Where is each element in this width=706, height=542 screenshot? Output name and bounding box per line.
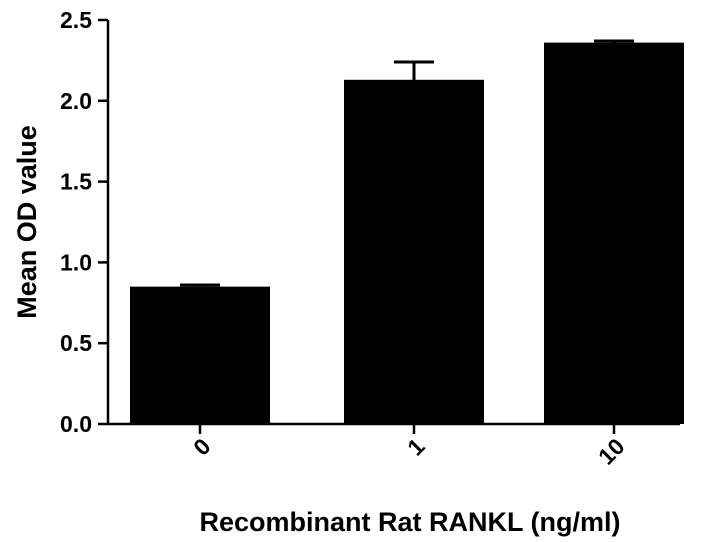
x-ticks-group: 0 1 10 [188, 424, 630, 470]
y-tick-label: 1.0 [60, 249, 92, 275]
y-tick-label: 0.5 [60, 330, 92, 356]
y-tick-label: 1.5 [60, 169, 92, 195]
y-ticks-group: 0.0 0.5 1.0 1.5 2.0 2.5 [60, 7, 108, 437]
bar-0 [130, 286, 270, 424]
x-tick-label: 10 [593, 433, 629, 469]
y-axis-title: Mean OD value [12, 125, 42, 319]
x-tick-label: 0 [188, 433, 215, 460]
y-tick-label: 2.5 [60, 7, 92, 33]
y-tick-label: 2.0 [60, 88, 92, 114]
bar-10 [544, 42, 684, 425]
axes-group [106, 20, 680, 426]
y-tick-label: 0.0 [60, 411, 92, 437]
x-axis-title: Recombinant Rat RANKL (ng/ml) [199, 507, 620, 537]
bars-group [130, 42, 684, 425]
bar-1 [344, 79, 484, 425]
x-tick-label: 1 [402, 433, 430, 461]
error-bars-group [180, 39, 634, 289]
